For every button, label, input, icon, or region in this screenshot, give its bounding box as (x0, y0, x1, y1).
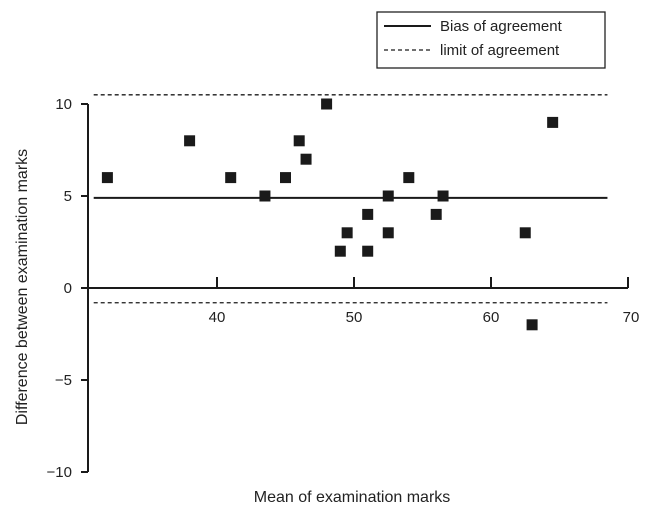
data-point (547, 116, 559, 128)
data-point (225, 172, 237, 184)
y-tick-label: 0 (64, 280, 72, 297)
data-point (321, 98, 333, 110)
data-point (341, 227, 353, 239)
data-point (526, 319, 538, 331)
data-point (437, 190, 449, 202)
y-tick-label: 10 (55, 96, 72, 113)
axes: −10 −5 0 5 10 40 50 60 70 (47, 96, 640, 481)
data-point (184, 135, 196, 147)
legend-label-limit: limit of agreement (440, 42, 560, 59)
data-point (300, 153, 312, 165)
y-tick-label: −10 (47, 464, 72, 481)
data-point (362, 208, 374, 220)
data-point (293, 135, 305, 147)
data-point (382, 227, 394, 239)
legend: Bias of agreement limit of agreement (376, 11, 606, 69)
x-axis-title: Mean of examination marks (254, 489, 451, 506)
data-point (430, 208, 442, 220)
data-points (101, 98, 559, 331)
legend-label-bias: Bias of agreement (440, 18, 563, 35)
data-point (403, 172, 415, 184)
y-tick-label: −5 (55, 372, 72, 389)
legend-box (376, 11, 606, 69)
y-axis-title: Difference between examination marks (14, 149, 31, 425)
data-point (519, 227, 531, 239)
data-point (382, 190, 394, 202)
x-tick-label: 70 (623, 309, 640, 326)
data-point (280, 172, 291, 184)
y-tick-label: 5 (64, 188, 72, 205)
data-point (334, 245, 346, 257)
data-point (362, 245, 374, 257)
data-point (259, 190, 271, 202)
x-tick-label: 40 (209, 309, 226, 326)
data-point (101, 172, 113, 184)
reference-lines (93, 94, 608, 304)
x-tick-label: 60 (483, 309, 500, 326)
x-tick-label: 50 (346, 309, 363, 326)
